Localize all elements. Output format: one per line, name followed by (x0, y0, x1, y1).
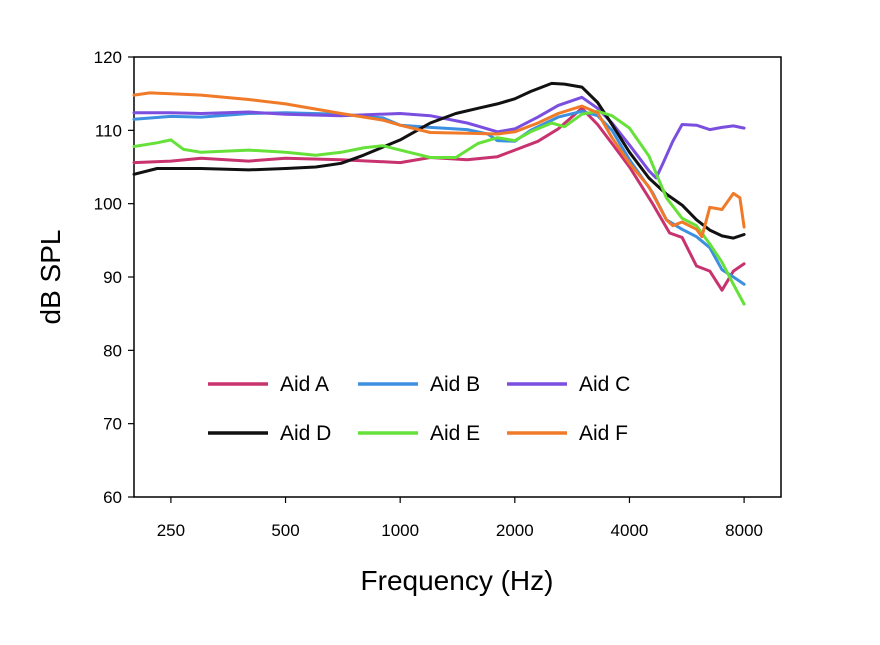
series-line-2 (132, 109, 746, 286)
x-axis-title: Frequency (Hz) (361, 565, 554, 596)
y-tick-label: 100 (94, 195, 122, 214)
legend-label: Aid C (579, 373, 630, 396)
x-tick-label: 8000 (725, 521, 763, 540)
series-line-4 (132, 81, 746, 240)
series-lines (132, 81, 746, 306)
x-tick-label: 2000 (496, 521, 534, 540)
y-axis: 60 70 80 90 100 110 120 (94, 48, 134, 507)
legend-label: Aid B (430, 373, 480, 396)
series-line-6 (132, 91, 746, 239)
legend-label: Aid F (579, 422, 628, 445)
y-tick-label: 70 (103, 415, 122, 434)
x-tick-label: 500 (271, 521, 299, 540)
x-tick-label: 1000 (381, 521, 419, 540)
y-tick-label: 90 (103, 268, 122, 287)
y-tick-label: 110 (95, 121, 122, 140)
x-axis: 250 500 1000 2000 4000 8000 (157, 497, 763, 540)
legend-label: Aid D (280, 422, 331, 445)
y-tick-label: 120 (94, 48, 122, 67)
y-axis-title: dB SPL (35, 230, 66, 325)
legend: Aid A Aid B Aid C Aid D Aid E Aid F (208, 373, 630, 445)
x-tick-label: 4000 (611, 521, 649, 540)
y-tick-label: 60 (103, 488, 122, 507)
x-tick-label: 250 (157, 521, 185, 540)
series-line-3 (132, 95, 746, 180)
legend-label: Aid A (280, 373, 329, 396)
legend-label: Aid E (430, 422, 480, 445)
y-tick-label: 80 (103, 341, 122, 360)
series-line-5 (132, 109, 746, 306)
series-line-1 (132, 106, 746, 292)
